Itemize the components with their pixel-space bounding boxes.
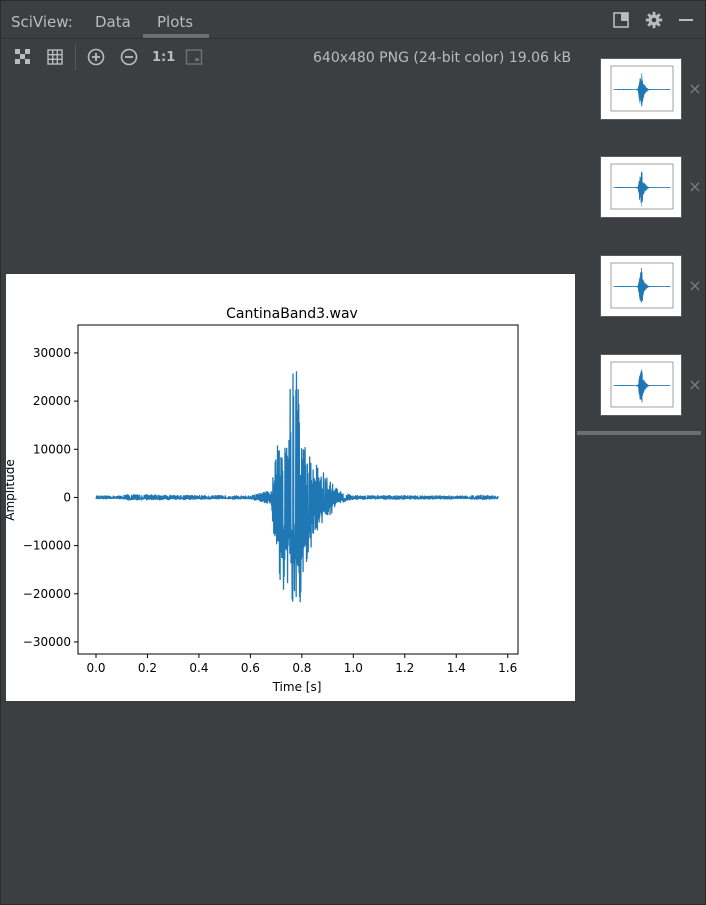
axes-frame <box>77 324 519 655</box>
plot-thumbnail[interactable] <box>600 255 682 317</box>
y-tick-label: 20000 <box>33 394 71 408</box>
thumbnail-axes-frame <box>610 163 674 210</box>
y-axis-label: Amplitude <box>6 459 17 521</box>
x-tick-label: 1.0 <box>344 661 363 675</box>
thumbnail-series-line <box>613 171 671 207</box>
y-tick-label: −20000 <box>23 587 71 601</box>
chart-title: CantinaBand3.wav <box>226 306 358 322</box>
thumbnail-scrollbar[interactable] <box>577 431 701 435</box>
axis-ticks: 0.0 0.2 0.4 0.6 0.8 1.0 1.2 1.4 1.6 −30000 −20000 −… <box>23 346 517 675</box>
actual-size-icon[interactable]: 1:1 <box>152 50 176 65</box>
zoom-in-icon[interactable] <box>86 47 106 67</box>
thumbnail-series-line <box>613 368 671 403</box>
thumbnail-series-line <box>613 73 671 107</box>
y-tick-label: 10000 <box>33 442 71 456</box>
image-toolbar: 1:1 640x480 PNG (24-bit color) 19.06 kB <box>0 40 706 74</box>
y-tick-label: −30000 <box>23 635 71 649</box>
plot-thumbnail[interactable] <box>600 354 682 416</box>
thumbnail-close-icon[interactable]: × <box>688 79 702 98</box>
thumbnail-axes-frame <box>610 65 674 112</box>
grid-icon[interactable] <box>45 47 65 67</box>
active-tab-indicator <box>143 34 209 38</box>
plot-image: CantinaBand3.wav Time [s] Amplitude 0.0 0… <box>6 274 575 701</box>
tab-plots[interactable]: Plots <box>157 13 194 31</box>
chessboard-icon[interactable] <box>13 47 33 67</box>
minimize-icon[interactable] <box>677 11 695 29</box>
y-tick-label: 30000 <box>33 346 71 360</box>
x-tick-label: 0.6 <box>241 661 260 675</box>
thumbnail-close-icon[interactable]: × <box>688 177 702 196</box>
series-layer <box>95 371 499 603</box>
tab-data[interactable]: Data <box>95 13 131 31</box>
fit-window-icon[interactable] <box>184 47 204 67</box>
y-tick-label: −10000 <box>23 539 71 553</box>
thumbnail-axes-frame <box>610 361 674 408</box>
sciview-title: SciView: <box>11 13 73 31</box>
thumbnail-close-icon[interactable]: × <box>688 276 702 295</box>
thumbnail-series-line <box>613 267 671 303</box>
thumbnail-chart <box>610 65 674 112</box>
y-tick-label: 0 <box>63 490 71 504</box>
zoom-out-icon[interactable] <box>119 47 139 67</box>
series-line-amplitude <box>95 371 499 603</box>
image-info: 640x480 PNG (24-bit color) 19.06 kB <box>313 50 572 66</box>
x-tick-label: 1.2 <box>395 661 414 675</box>
plot-thumbnail[interactable] <box>600 58 682 120</box>
thumbnail-chart <box>610 361 674 408</box>
x-tick-label: 1.4 <box>447 661 466 675</box>
thumbnail-chart <box>610 163 674 210</box>
x-tick-label: 0.8 <box>292 661 311 675</box>
x-tick-label: 0.4 <box>189 661 208 675</box>
thumbnail-axes-frame <box>610 262 674 309</box>
x-axis-label: Time [s] <box>272 680 322 694</box>
dock-icon[interactable] <box>612 11 630 29</box>
sciview-header: SciView: Data Plots <box>0 0 706 39</box>
thumbnail-chart <box>610 262 674 309</box>
gear-icon[interactable] <box>645 11 663 29</box>
plot-thumbnail[interactable] <box>600 156 682 218</box>
x-tick-label: 1.6 <box>498 661 517 675</box>
thumbnail-close-icon[interactable]: × <box>688 375 702 394</box>
x-tick-label: 0.2 <box>138 661 157 675</box>
x-tick-label: 0.0 <box>86 661 105 675</box>
toolbar-separator <box>75 44 76 70</box>
waveform-chart: CantinaBand3.wav Time [s] Amplitude 0.0 0… <box>6 306 519 694</box>
